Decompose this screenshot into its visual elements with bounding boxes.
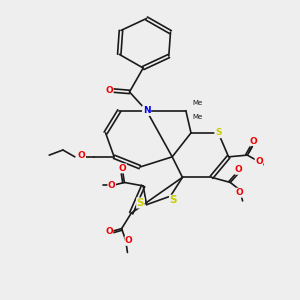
Text: O: O	[105, 227, 113, 236]
Text: O: O	[255, 157, 263, 166]
Text: O: O	[78, 151, 86, 160]
Text: O: O	[235, 165, 243, 174]
Text: S: S	[137, 198, 144, 208]
Text: Me: Me	[192, 100, 202, 106]
Text: S: S	[215, 128, 222, 137]
Text: O: O	[108, 181, 116, 190]
Text: Me: Me	[192, 114, 202, 120]
Text: O: O	[119, 164, 127, 173]
Text: O: O	[236, 188, 244, 197]
Text: O: O	[250, 137, 257, 146]
Text: S: S	[169, 195, 177, 205]
Text: O: O	[125, 236, 133, 245]
Text: N: N	[143, 106, 150, 115]
Text: O: O	[105, 86, 113, 95]
